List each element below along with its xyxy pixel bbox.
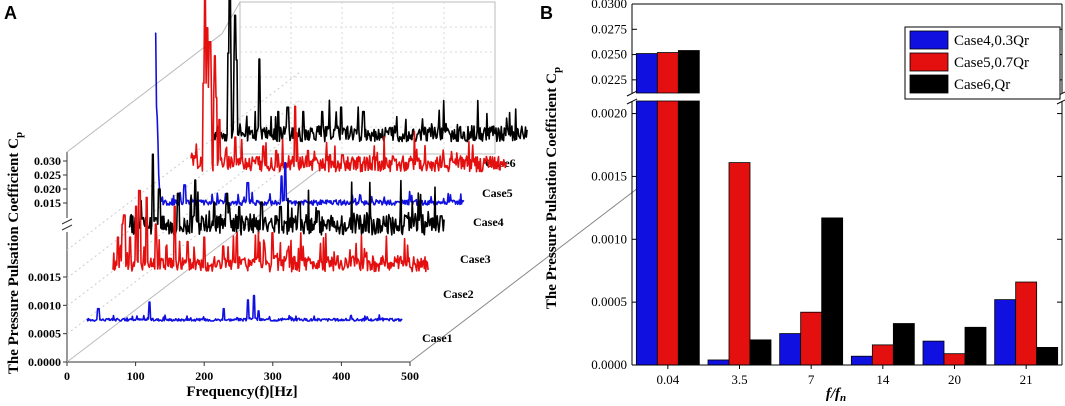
bar-7-series1 xyxy=(800,311,823,366)
panel-a-y-tick-label-lower: 0.0005 xyxy=(28,327,61,341)
bar-0.04-series1-lower xyxy=(656,100,679,366)
panel-b-x-axis-title-main: f/f xyxy=(826,386,842,402)
panel-b-y-tick-label-lower: 0.0015 xyxy=(591,168,627,183)
bar-7-series2 xyxy=(821,217,844,366)
panel-a-x-tick-label: 200 xyxy=(195,369,213,383)
panel-a-series-label-case4: Case4 xyxy=(473,215,504,229)
bar-0.04-series2-lower xyxy=(677,100,700,366)
panel-a-y-tick-label-lower: 0.0000 xyxy=(28,355,61,369)
bar-0.04-series0-lower xyxy=(635,100,658,366)
panel-a-side-gridline xyxy=(66,156,300,335)
panel-a-axis-labels: 0 100 200 300 400 500 0.0000 0.0005 0.0010 0.0015… xyxy=(28,154,419,383)
bar-21-series1 xyxy=(1015,281,1038,366)
bar-0.04-series0-upper xyxy=(635,53,658,94)
panel-b-y-tick-label-lower: 0.0020 xyxy=(591,106,627,121)
panel-b-y-tick-label-lower: 0.0010 xyxy=(591,231,627,246)
panel-b-y-tick-label-lower: 0.0000 xyxy=(591,357,627,372)
panel-a-axis-break-mark xyxy=(61,218,73,231)
panel-a-series-label-case1: Case1 xyxy=(422,331,453,345)
bar-21-series0 xyxy=(994,299,1017,366)
panel-b-y-axis-title: The Pressure Pulsation Coefficient Cp xyxy=(544,67,563,309)
panel-a-x-tick-label: 300 xyxy=(264,369,282,383)
panel-a-x-tick-label: 400 xyxy=(332,369,350,383)
panel-a-series-case2 xyxy=(112,189,429,273)
bar-20-series1 xyxy=(943,353,966,366)
bar-0.04-series2-upper xyxy=(677,50,700,94)
panel-b-x-tick-label: 7 xyxy=(808,372,815,387)
panel-b-legend: Case4,0.3Qr Case5,0.7Qr Case6,Qr xyxy=(904,26,1061,100)
bar-3.5-series2 xyxy=(749,339,772,366)
panel-b-axis-break-gap xyxy=(626,93,1065,101)
panel-b-legend-swatch-0 xyxy=(909,30,949,50)
panel-b-legend-label-2: Case6,Qr xyxy=(954,77,1010,93)
panel-b-y-tick-label-lower: 0.0005 xyxy=(591,294,627,309)
panel-a-series-case4 xyxy=(154,32,465,206)
panel-a-y-axis-title-main: The Pressure Pulsation Coefficient C xyxy=(6,138,22,374)
panel-b-x-axis-title-subscript: n xyxy=(840,392,846,404)
panel-b-y-axis-title-main: The Pressure Pulsation Coefficient C xyxy=(544,73,560,309)
panel-a-series-label-case2: Case2 xyxy=(443,287,474,301)
panel-b-axis-break-mark xyxy=(626,90,1065,105)
bar-3.5-series1 xyxy=(728,162,751,366)
panel-a-y-tick-label-upper: 0.025 xyxy=(34,168,61,182)
panel-a-y-axis-title: The Pressure Pulsation Coefficient Cp xyxy=(6,132,25,374)
panel-b-legend-label-1: Case5,0.7Qr xyxy=(954,55,1029,71)
panel-b-legend-label-0: Case4,0.3Qr xyxy=(954,33,1029,49)
panel-b-y-tick-label-upper: 0.0300 xyxy=(591,0,627,11)
panel-a-depth-top-left xyxy=(66,33,223,153)
panel-label-a: A xyxy=(4,3,17,23)
panel-b-bar-chart: B 0.00000.00050.00100.00150.00200.02250.… xyxy=(540,0,1065,404)
panel-a-y-tick-label-upper: 0.015 xyxy=(34,196,61,210)
panel-a-y-axis-title-subscript: p xyxy=(13,132,25,138)
bar-14-series0 xyxy=(850,355,873,366)
panel-a-y-tick-label-upper: 0.020 xyxy=(34,182,61,196)
panel-b-axes: 0.0000 0.0005 0.0010 0.0015 0.0020 0.0225 0.02… xyxy=(591,0,1065,387)
panel-a-x-tick-label: 0 xyxy=(64,369,70,383)
panel-a-x-tick-label: 100 xyxy=(127,369,145,383)
panel-a-series-label-case5: Case5 xyxy=(482,186,513,200)
panel-b-x-tick-label: 14 xyxy=(876,372,890,387)
panel-a-y-tick-label-upper: 0.030 xyxy=(34,154,61,168)
panel-a-depth-axis-right xyxy=(409,164,669,363)
bar-21-series2 xyxy=(1036,346,1059,366)
panel-a-series-case3 xyxy=(128,153,445,236)
panel-b-x-tick-label: 0.04 xyxy=(656,372,679,387)
panel-label-b: B xyxy=(540,3,553,23)
panel-a-side-gridline xyxy=(66,72,300,251)
bar-0.04-series1-upper xyxy=(656,52,679,94)
bar-20-series2 xyxy=(964,326,987,366)
panel-a-y-tick-label-lower: 0.0015 xyxy=(28,270,61,284)
panel-b-x-tick-label: 21 xyxy=(1020,372,1033,387)
panel-b-x-tick-label: 20 xyxy=(948,372,961,387)
panel-a-series-case1 xyxy=(86,294,403,322)
panel-b-y-tick-label-upper: 0.0275 xyxy=(591,21,627,36)
panel-a-side-gridline xyxy=(66,128,300,307)
panel-b-bars-group xyxy=(635,50,1059,366)
panel-b-y-tick-label-upper: 0.0225 xyxy=(591,72,627,87)
panel-a-series-case6 xyxy=(211,0,528,143)
bar-14-series1 xyxy=(871,344,894,366)
panel-a-y-tick-label-lower: 0.0010 xyxy=(28,298,61,312)
panel-b-legend-swatch-1 xyxy=(909,52,949,72)
panel-a-x-tick-label: 500 xyxy=(401,369,419,383)
bar-7-series0 xyxy=(779,333,802,366)
panel-b-x-tick-label: 3.5 xyxy=(731,372,747,387)
bar-14-series2 xyxy=(892,323,915,366)
panel-b-y-tick-label-upper: 0.0250 xyxy=(591,47,627,62)
panel-a-back-wall xyxy=(239,1,496,155)
panel-a-series-case5 xyxy=(190,0,507,173)
panel-b-y-axis-title-subscript: p xyxy=(551,67,563,73)
panel-a-series-label-case3: Case3 xyxy=(460,252,491,266)
panel-b-x-axis-title: f/fn xyxy=(826,386,846,404)
bar-3.5-series0 xyxy=(707,359,730,366)
bar-20-series0 xyxy=(922,340,945,366)
panel-b-legend-swatch-2 xyxy=(909,74,949,94)
panel-a-x-axis-title: Frequency(f)[Hz] xyxy=(186,384,297,400)
